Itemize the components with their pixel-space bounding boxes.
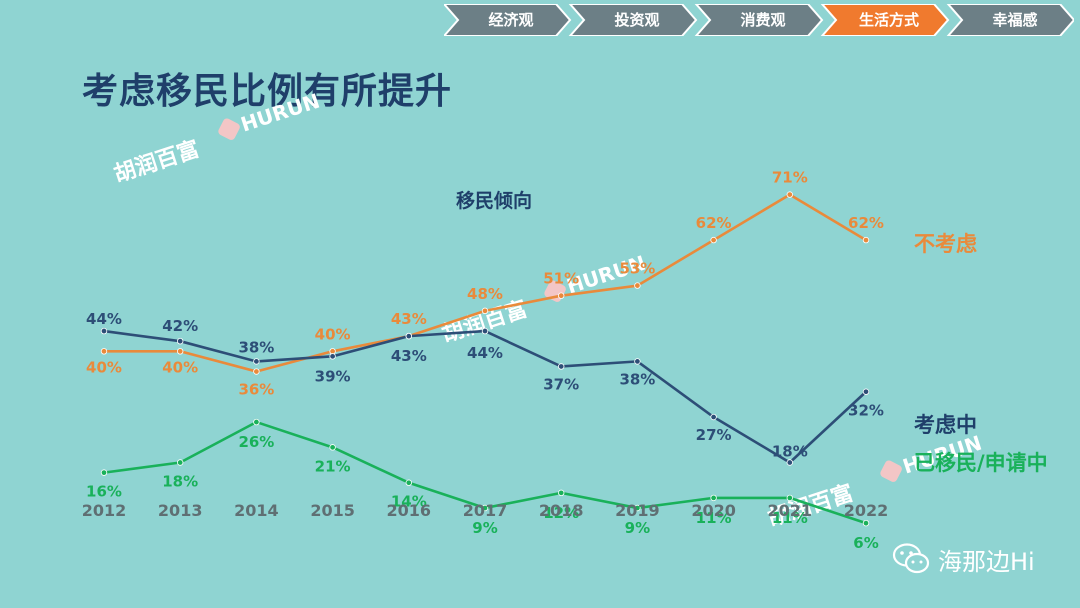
data-label-1-0: 44% — [86, 310, 122, 328]
data-label-2-1: 18% — [162, 473, 198, 491]
data-point-1-4 — [405, 332, 412, 340]
data-label-0-2: 36% — [238, 381, 274, 399]
data-label-2-9: 11% — [772, 509, 808, 527]
data-label-1-5: 44% — [467, 344, 503, 362]
nav-arrow-1[interactable] — [568, 4, 698, 36]
section-nav-arrows — [444, 4, 1074, 36]
data-point-2-9 — [786, 494, 793, 502]
data-point-0-5 — [481, 307, 489, 315]
data-point-0-6 — [558, 292, 565, 299]
nav-arrow-0[interactable] — [444, 4, 572, 36]
data-label-0-10: 62% — [848, 214, 884, 232]
data-label-1-4: 43% — [391, 347, 427, 365]
data-point-2-7 — [634, 504, 641, 512]
data-label-0-5: 48% — [467, 285, 503, 303]
x-tick-label-2014: 2014 — [234, 501, 279, 520]
data-label-2-7: 9% — [625, 519, 650, 537]
legend-series-not-considering: 不考虑 — [914, 232, 977, 256]
data-point-0-0 — [100, 348, 108, 355]
nav-tab-1[interactable]: 投资观 — [614, 11, 660, 29]
data-label-0-7: 53% — [619, 260, 655, 278]
data-label-2-0: 16% — [86, 483, 122, 501]
data-point-2-3 — [329, 444, 336, 451]
data-label-2-5: 9% — [472, 519, 497, 537]
data-point-0-10 — [862, 236, 870, 244]
data-label-2-4: 14% — [391, 493, 427, 511]
legend-series-considering: 考虑中 — [914, 413, 977, 437]
data-label-0-3: 40% — [315, 325, 351, 343]
nav-arrow-2[interactable] — [694, 4, 824, 36]
data-label-1-8: 27% — [696, 426, 732, 444]
nav-tab-0[interactable]: 经济观 — [488, 11, 534, 29]
data-point-1-6 — [558, 363, 565, 370]
x-tick-label-2021: 2021 — [768, 501, 813, 520]
data-point-0-8 — [710, 236, 717, 244]
data-label-2-3: 21% — [315, 457, 351, 475]
data-point-2-6 — [558, 489, 565, 497]
data-label-1-1: 42% — [162, 317, 198, 335]
nav-tab-2[interactable]: 消费观 — [740, 11, 786, 29]
data-label-1-6: 37% — [543, 375, 579, 393]
data-label-0-4: 43% — [391, 310, 427, 328]
x-tick-label-2020: 2020 — [691, 501, 736, 520]
data-label-0-9: 71% — [772, 169, 808, 187]
x-tick-label-2012: 2012 — [82, 501, 127, 520]
x-tick-label-2017: 2017 — [463, 501, 508, 520]
data-point-1-0 — [100, 327, 108, 335]
data-point-2-4 — [405, 479, 412, 486]
data-label-1-3: 39% — [315, 367, 351, 385]
brand: 海那边Hi — [892, 536, 1035, 582]
data-label-2-2: 26% — [238, 433, 274, 451]
data-label-0-8: 62% — [696, 214, 732, 232]
data-label-2-6: 12% — [543, 504, 579, 522]
data-point-2-1 — [176, 459, 184, 466]
nav-tab-4[interactable]: 幸福感 — [992, 11, 1038, 29]
data-point-0-1 — [176, 348, 184, 355]
x-tick-label-2019: 2019 — [615, 501, 660, 520]
nav-tab-3[interactable]: 生活方式 — [858, 11, 919, 29]
data-point-0-7 — [634, 282, 641, 289]
data-point-2-0 — [100, 469, 108, 476]
data-point-2-2 — [253, 418, 260, 426]
data-label-1-2: 38% — [238, 338, 274, 356]
data-label-0-0: 40% — [86, 358, 122, 376]
data-point-2-10 — [862, 519, 870, 527]
chart-title: 移民倾向 — [456, 190, 533, 212]
data-point-0-9 — [786, 191, 793, 198]
data-point-1-2 — [253, 358, 260, 365]
data-point-2-5 — [481, 504, 489, 512]
wechat-icon — [892, 543, 930, 574]
nav-arrow-3[interactable] — [820, 4, 950, 36]
data-point-1-5 — [481, 327, 489, 335]
x-tick-label-2016: 2016 — [387, 501, 432, 520]
data-point-2-8 — [710, 494, 717, 502]
data-label-2-10: 6% — [853, 534, 878, 552]
data-label-1-9: 18% — [772, 443, 808, 461]
x-tick-label-2015: 2015 — [310, 501, 355, 520]
data-label-1-7: 38% — [619, 370, 655, 388]
legend-series-emigrated: 已移民/申请中 — [914, 451, 1048, 475]
data-label-2-8: 11% — [696, 509, 732, 527]
data-point-1-3 — [329, 353, 336, 360]
data-point-1-8 — [710, 413, 717, 421]
data-label-1-10: 32% — [848, 402, 884, 420]
brand-name: 海那边Hi — [938, 547, 1035, 576]
x-tick-label-2018: 2018 — [539, 501, 584, 520]
page-title: 考虑移民比例有所提升 — [82, 71, 453, 112]
data-point-1-1 — [176, 337, 184, 345]
x-tick-label-2013: 2013 — [158, 501, 203, 520]
data-point-0-2 — [253, 368, 260, 375]
data-point-1-7 — [634, 358, 641, 365]
nav-arrow-4[interactable] — [946, 4, 1074, 36]
data-point-1-9 — [786, 459, 793, 466]
data-label-0-1: 40% — [162, 358, 198, 376]
x-tick-label-2022: 2022 — [844, 501, 889, 520]
section-nav: 经济观 投资观 消费观 生活方式 幸福感 — [444, 4, 1074, 36]
data-point-1-10 — [862, 388, 870, 395]
data-label-0-6: 51% — [543, 270, 579, 288]
